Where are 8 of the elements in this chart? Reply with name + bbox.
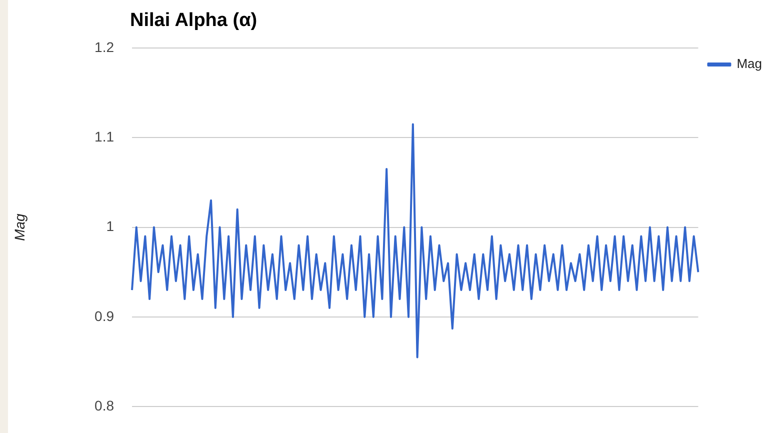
chart-title: Nilai Alpha (α)	[130, 10, 258, 32]
y-tick-label: 1	[106, 218, 114, 234]
y-tick-label: 0.8	[94, 397, 114, 414]
y-tick-label: 0.9	[94, 308, 114, 324]
y-axis-title: Mag	[11, 213, 28, 241]
legend-label: Mag	[736, 56, 762, 72]
y-tick-label: 1.1	[94, 128, 114, 145]
y-tick-label: 1.2	[94, 38, 114, 55]
